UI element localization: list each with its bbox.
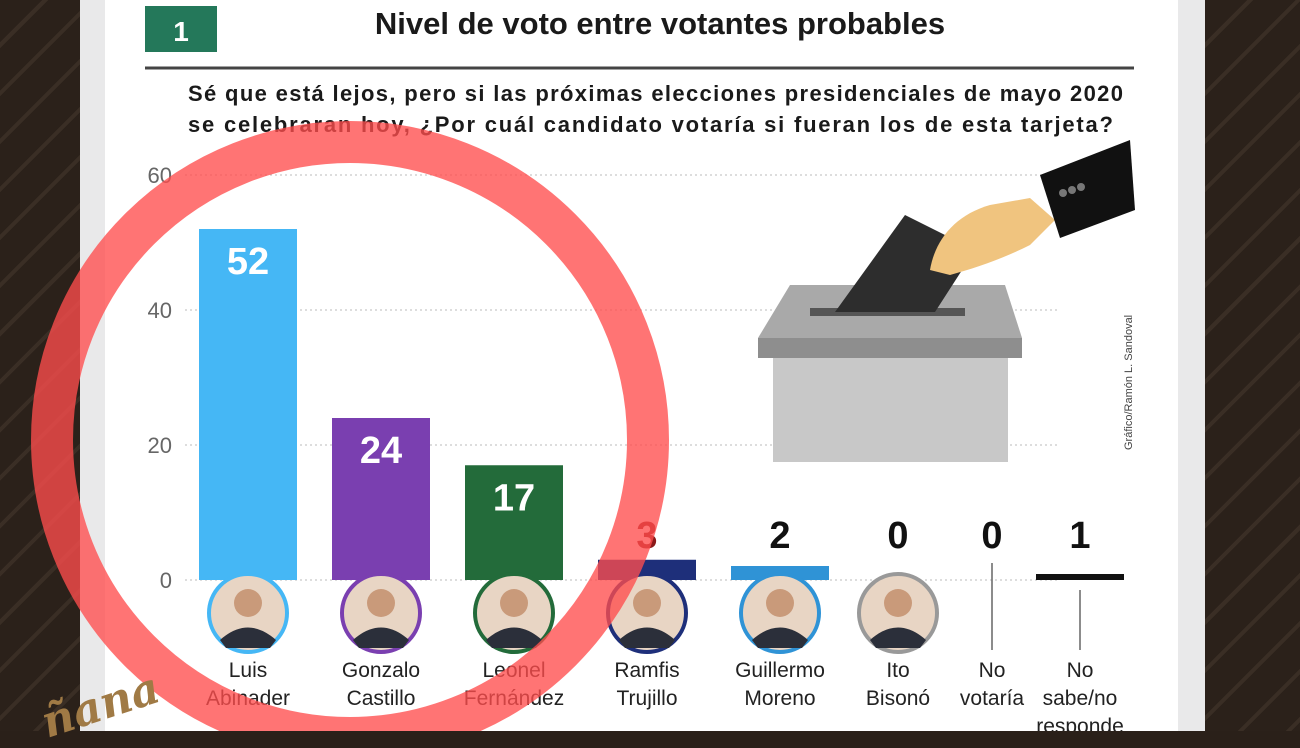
candidate-photo bbox=[739, 572, 821, 654]
category-label: sabe/no bbox=[1043, 687, 1118, 710]
value-label: 1 bbox=[1069, 515, 1090, 557]
category-label: Trujillo bbox=[616, 687, 677, 710]
category-label: Castillo bbox=[347, 687, 416, 710]
category-label: Luis bbox=[229, 659, 268, 682]
chart-title: Nivel de voto entre votantes probables bbox=[375, 6, 945, 41]
category-label: No bbox=[1067, 659, 1094, 682]
y-tick-label: 20 bbox=[148, 433, 172, 458]
section-badge bbox=[145, 6, 217, 52]
category-label: Bisonó bbox=[866, 687, 930, 710]
category-label: No bbox=[979, 659, 1006, 682]
category-label: Guillermo bbox=[735, 659, 825, 682]
candidate-photo bbox=[857, 572, 939, 654]
category-label: responde bbox=[1036, 715, 1124, 731]
category-label: Ito bbox=[886, 659, 909, 682]
section-badge-number: 1 bbox=[173, 16, 189, 47]
candidate-photo bbox=[340, 572, 422, 654]
bar bbox=[465, 465, 563, 580]
hand bbox=[930, 198, 1055, 275]
question-line-1: Sé que está lejos, pero si las próximas … bbox=[188, 81, 1123, 106]
category-label: Ramfis bbox=[614, 659, 679, 682]
chart-svg: 1 Nivel de voto entre votantes probables… bbox=[31, 6, 1135, 731]
bar bbox=[332, 418, 430, 580]
bar bbox=[1036, 574, 1124, 580]
value-label: 0 bbox=[981, 515, 1002, 557]
value-label: 24 bbox=[360, 430, 402, 472]
candidate-photo bbox=[473, 572, 555, 654]
value-label: 2 bbox=[769, 515, 790, 557]
video-frame-right bbox=[1205, 0, 1300, 731]
y-tick-label: 40 bbox=[148, 298, 172, 323]
bar bbox=[199, 229, 297, 580]
red-circle-annotation bbox=[31, 121, 669, 731]
value-label: 0 bbox=[887, 515, 908, 557]
candidate-photo bbox=[207, 572, 289, 654]
graphic-credit: Gráfico/Ramón L. Sandoval bbox=[1123, 315, 1135, 450]
category-label: Moreno bbox=[744, 687, 815, 710]
ballot-box-illustration bbox=[758, 140, 1135, 462]
value-label: 17 bbox=[493, 477, 535, 519]
ballot-card bbox=[835, 215, 975, 312]
value-label: 52 bbox=[227, 241, 269, 283]
sleeve bbox=[1040, 140, 1135, 238]
y-tick-label: 0 bbox=[160, 568, 172, 593]
category-label: votaría bbox=[960, 687, 1025, 710]
category-label: Gonzalo bbox=[342, 659, 420, 682]
